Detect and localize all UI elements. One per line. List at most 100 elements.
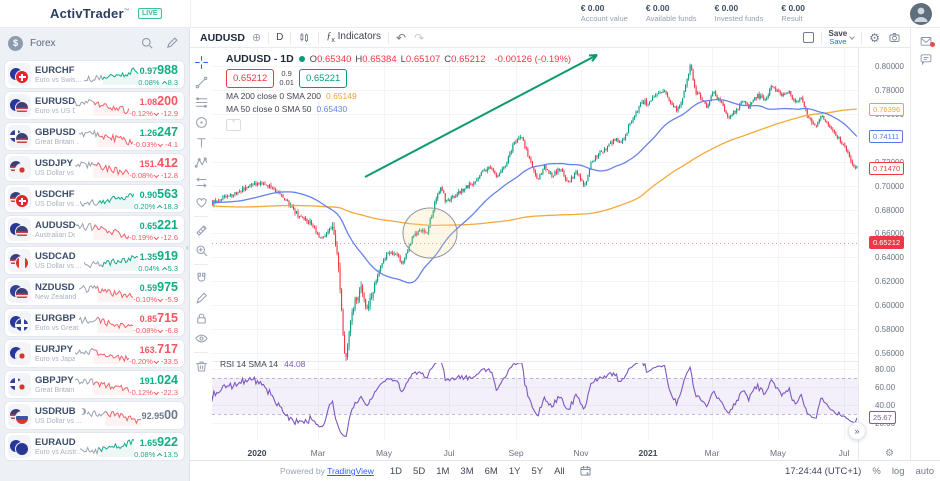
flag-usd-icon	[16, 288, 28, 300]
symbol-name: EURUSD	[35, 96, 76, 107]
auto-scale-button[interactable]: auto	[915, 465, 935, 477]
chat-icon[interactable]	[919, 52, 933, 71]
collapse-legend-button[interactable]: ˆ	[226, 119, 241, 131]
search-icon[interactable]	[140, 36, 154, 55]
price-axis[interactable]: ⚙ 0.800000.780000.760000.720000.700000.6…	[858, 48, 910, 460]
layout-icon[interactable]	[802, 32, 814, 43]
currency-pair-flags	[8, 94, 31, 117]
tool-pattern-tool[interactable]	[192, 154, 210, 171]
legend-symbol-title[interactable]: AUDUSD - 1D	[226, 53, 294, 65]
indicators-button[interactable]: ƒx Indicators	[326, 31, 382, 44]
toolbar-separator	[194, 216, 208, 217]
market-open-dot	[298, 56, 305, 62]
save-button[interactable]: Save Save	[829, 29, 856, 46]
tradingview-link[interactable]: TradingView	[327, 466, 374, 476]
price-value: 0.90563	[139, 187, 178, 202]
tool-emoji-tool[interactable]	[192, 194, 210, 211]
symbol-name: EURCHF	[35, 65, 75, 76]
range-1d[interactable]: 1D	[389, 465, 403, 477]
currency-pair-flags	[8, 404, 31, 427]
user-avatar[interactable]	[910, 3, 932, 25]
time-label-2020: 2020	[247, 448, 267, 458]
tool-crosshair[interactable]	[192, 54, 210, 71]
symbol-tab[interactable]: AUDUSD	[200, 31, 245, 44]
change-value: 0.04% 5.3	[138, 263, 178, 273]
change-value: 0.08% 13.5	[134, 449, 178, 459]
rsi-tick: 60.00	[875, 383, 896, 392]
time-label-mar: Mar	[704, 448, 720, 458]
watchlist-items: EURCHF Euro vs Swis... 0.97988 0.08% 8.3 EURU…	[0, 58, 189, 461]
watchlist-row-euraud[interactable]: EURAUD Euro vs Austr... 1.65922 0.08% 13.5	[4, 432, 185, 461]
watchlist-row-usdcad[interactable]: USDCAD US Dollar vs ... 1.35919 0.04% 5.3	[4, 246, 185, 275]
interval-button[interactable]: D	[276, 32, 284, 43]
price-tick: 0.60000	[875, 301, 904, 311]
change-value: -0.20% -33.5	[129, 356, 178, 366]
snapshot-camera-icon[interactable]	[888, 31, 901, 45]
person-icon	[910, 3, 932, 25]
sparkline	[80, 188, 135, 209]
zoom-tool-icon	[194, 243, 209, 258]
scroll-to-realtime-button[interactable]: »	[848, 422, 866, 440]
range-1y[interactable]: 1Y	[508, 465, 521, 477]
tool-magnet-tool[interactable]	[192, 270, 210, 287]
edit-watchlist-icon[interactable]	[165, 36, 179, 55]
add-symbol-icon[interactable]: ⊕	[251, 32, 262, 44]
tool-draw-lock-tool[interactable]	[192, 290, 210, 307]
chart-style-button[interactable]	[298, 31, 311, 45]
watchlist-row-usdrub[interactable]: USDRUB US Dollar vs ... 92.9500	[4, 401, 185, 430]
range-3m[interactable]: 3M	[460, 465, 474, 477]
price-tick: 0.80000	[875, 62, 904, 71]
watchlist-row-nzdusd[interactable]: NZDUSD New Zealand ... 0.59975 -0.10% -5.9	[4, 277, 185, 306]
rsi-legend[interactable]: RSI 14 SMA 14 44.08	[220, 359, 306, 369]
tool-trash-tool[interactable]	[192, 358, 210, 375]
ma200-legend[interactable]: MA 200 close 0 SMA 200 0.65149	[226, 91, 357, 101]
watchlist-row-eurgbp[interactable]: EURGBP Euro vs Great... 0.85715 -0.08% -6.8	[4, 308, 185, 337]
range-5d[interactable]: 5D	[413, 465, 426, 477]
tool-eye-tool[interactable]	[192, 330, 210, 347]
percent-scale-button[interactable]: %	[872, 465, 881, 477]
tool-lock-tool[interactable]	[192, 310, 210, 327]
change-value: -0.19% -12.6	[129, 232, 178, 242]
watchlist-row-eurchf[interactable]: EURCHF Euro vs Swis... 0.97988 0.08% 8.3	[4, 60, 185, 89]
range-all[interactable]: All	[554, 465, 565, 477]
time-label-nov: Nov	[573, 448, 589, 458]
watchlist-row-usdchf[interactable]: USDCHF US Dollar vs ... 0.90563 0.20% 18.3	[4, 184, 185, 213]
emoji-tool-icon	[194, 195, 209, 210]
log-scale-button[interactable]: log	[891, 465, 905, 477]
sparkline	[79, 312, 134, 333]
collapse-toolbar-icon[interactable]: ‹	[186, 243, 189, 252]
down-arrow-icon	[157, 296, 164, 303]
chart-settings-gear-icon[interactable]: ⚙	[869, 30, 880, 45]
tool-text-tool[interactable]	[192, 134, 210, 151]
ma50-legend[interactable]: MA 50 close 0 SMA 50 0.65430	[226, 104, 348, 114]
tool-ellipse-tool[interactable]	[192, 114, 210, 131]
range-6m[interactable]: 6M	[484, 465, 498, 477]
chart-bottom-bar: Powered by TradingView 1D 5D 1M 3M 6M 1Y 5Y All…	[190, 460, 940, 481]
tool-fib-retracement[interactable]	[192, 94, 210, 111]
range-5y[interactable]: 5Y	[531, 465, 544, 477]
axis-settings-gear-icon[interactable]: ⚙	[885, 448, 894, 459]
goto-date-icon[interactable]	[579, 462, 592, 480]
ellipse-tool-icon	[194, 115, 209, 130]
time-label-2021: 2021	[638, 448, 658, 458]
range-1m[interactable]: 1M	[436, 465, 450, 477]
sell-price-button[interactable]: 0.65212	[226, 69, 275, 88]
down-arrow-icon	[153, 110, 160, 117]
tool-position-tool[interactable]	[192, 174, 210, 191]
watchlist-row-gbpusd[interactable]: GBPUSD Great Britain ... 1.26247 -0.03% -4.1	[4, 122, 185, 151]
eye-tool-icon	[194, 331, 209, 346]
redo-icon[interactable]: ↷	[414, 30, 425, 45]
tool-ruler-tool[interactable]	[192, 222, 210, 239]
buy-price-button[interactable]: 0.65221	[298, 69, 348, 88]
time-axis[interactable]: 2020 Mar May Jul Sep Nov 2021 Mar May Jul	[212, 446, 858, 460]
main-chart-canvas[interactable]	[212, 48, 858, 446]
undo-icon[interactable]: ↶	[396, 30, 407, 45]
tool-zoom-tool[interactable]	[192, 242, 210, 259]
flag-usd-icon	[16, 102, 28, 114]
tool-trend-line[interactable]	[192, 74, 210, 91]
